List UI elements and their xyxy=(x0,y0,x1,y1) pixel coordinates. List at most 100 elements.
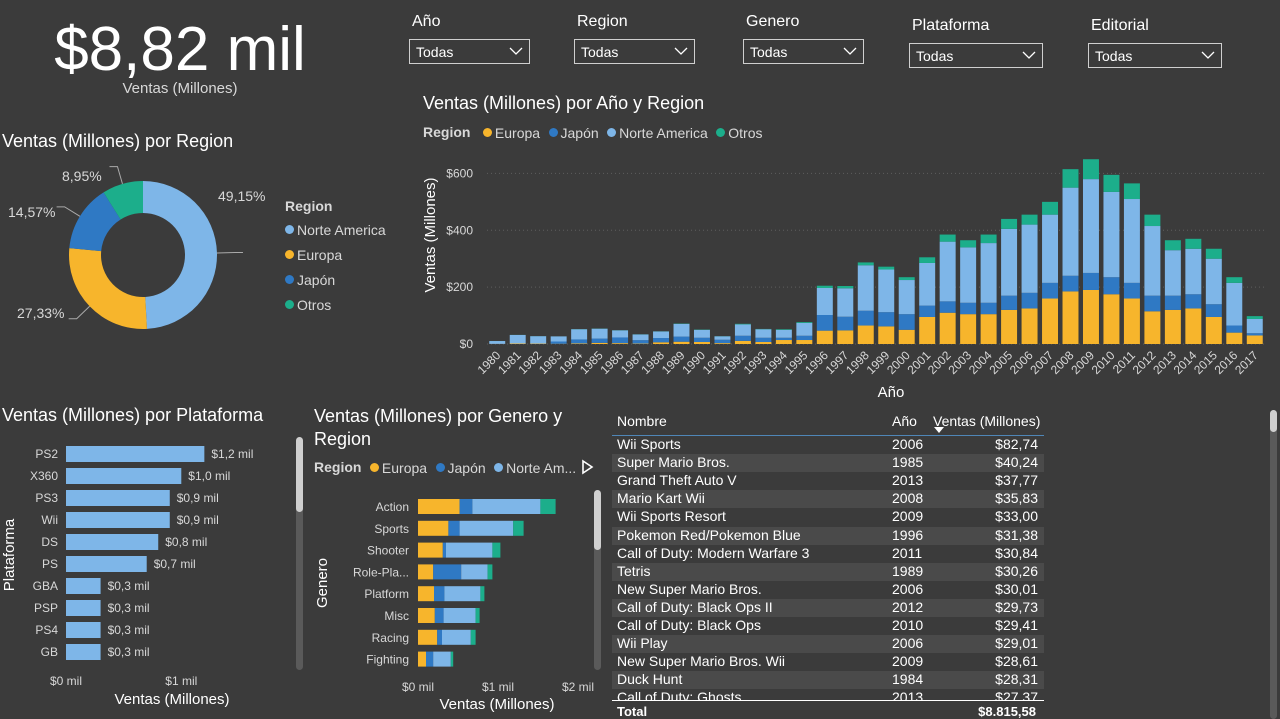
year-bar-1995-otros[interactable] xyxy=(796,322,813,323)
donut-slice-norte-america[interactable] xyxy=(143,181,217,329)
genre-bar-misc-2[interactable] xyxy=(443,608,476,623)
year-bar-2000-norte-america[interactable] xyxy=(898,280,915,315)
year-bar-2009-europa[interactable] xyxy=(1082,289,1099,344)
table-row[interactable]: Mario Kart Wii 2008 $35,83 xyxy=(612,490,1044,509)
year-bar-1981-europa[interactable] xyxy=(509,343,526,344)
donut-slice-japón[interactable] xyxy=(69,192,121,252)
year-bar-1992-japón[interactable] xyxy=(734,335,751,341)
platform-bar-ps[interactable] xyxy=(66,556,147,572)
genre-bar-misc-1[interactable] xyxy=(434,608,444,623)
genre-bar-action-0[interactable] xyxy=(418,499,460,514)
year-bar-1989-japón[interactable] xyxy=(673,336,690,342)
year-bar-1988-europa[interactable] xyxy=(653,342,670,344)
table-row[interactable]: Pokemon Red/Pokemon Blue 1996 $31,38 xyxy=(612,526,1044,545)
genre-scrollbar[interactable] xyxy=(594,490,601,550)
year-region-chart[interactable]: $0$200$400$60019801981198219831984198519… xyxy=(415,145,1280,405)
year-bar-1991-norte-america[interactable] xyxy=(714,336,731,340)
year-bar-1997-otros[interactable] xyxy=(837,286,854,289)
genre-legend-europa[interactable]: Europa xyxy=(369,460,427,476)
year-bar-1991-europa[interactable] xyxy=(714,343,731,344)
year-bar-2011-otros[interactable] xyxy=(1123,183,1140,200)
year-bar-2017-japón[interactable] xyxy=(1246,333,1263,336)
year-bar-2001-europa[interactable] xyxy=(919,316,936,344)
platform-bar-ps2[interactable] xyxy=(66,446,205,462)
year-legend-europa[interactable]: Europa xyxy=(482,125,540,141)
year-bar-2014-japón[interactable] xyxy=(1185,294,1202,309)
year-bar-2017-otros[interactable] xyxy=(1246,316,1263,319)
year-bar-2002-norte-america[interactable] xyxy=(939,241,956,302)
genre-bar-fighting-0[interactable] xyxy=(418,651,426,667)
year-bar-1992-otros[interactable] xyxy=(734,323,751,325)
table-scroll-track[interactable] xyxy=(1270,410,1277,719)
table-row[interactable]: Tetris 1989 $30,26 xyxy=(612,562,1044,581)
donut-legend-item-japón[interactable]: Japón xyxy=(285,267,386,292)
table-row[interactable]: New Super Mario Bros. Wii 2009 $28,61 xyxy=(612,653,1044,671)
genre-bar-misc-0[interactable] xyxy=(418,608,435,623)
genre-bar-role-pla--0[interactable] xyxy=(418,564,434,580)
table-row[interactable]: Grand Theft Auto V 2013 $37,77 xyxy=(612,472,1044,490)
year-bar-2005-japón[interactable] xyxy=(1001,295,1018,310)
genre-bar-racing-2[interactable] xyxy=(442,629,471,645)
year-bar-1995-europa[interactable] xyxy=(796,340,813,344)
year-bar-1996-japón[interactable] xyxy=(816,315,833,331)
year-bar-2015-otros[interactable] xyxy=(1205,248,1222,259)
donut-slice-otros[interactable] xyxy=(103,181,143,220)
year-bar-2008-otros[interactable] xyxy=(1062,169,1079,188)
year-bar-2016-otros[interactable] xyxy=(1226,277,1243,283)
slicer-anio-dropdown[interactable]: Todas xyxy=(409,39,530,64)
platform-chart[interactable]: PS2 $1,2 mil X360 $1,0 mil PS3 $0,9 mil Wii $0,… xyxy=(0,430,295,719)
year-bar-2013-japón[interactable] xyxy=(1164,295,1181,310)
donut-legend-item-norte-america[interactable]: Norte America xyxy=(285,217,386,242)
slicer-editorial-dropdown[interactable]: Todas xyxy=(1088,43,1222,68)
genre-bar-racing-0[interactable] xyxy=(418,629,438,645)
genre-bar-sports-0[interactable] xyxy=(418,520,449,536)
year-bar-2004-norte-america[interactable] xyxy=(980,243,997,303)
genre-bar-action-1[interactable] xyxy=(459,499,473,514)
year-bar-2014-europa[interactable] xyxy=(1185,308,1202,344)
donut-slice-europa[interactable] xyxy=(68,248,147,329)
year-bar-1989-norte-america[interactable] xyxy=(673,323,690,337)
year-bar-2000-otros[interactable] xyxy=(898,277,915,281)
year-bar-2017-norte-america[interactable] xyxy=(1246,318,1263,334)
year-bar-2009-japón[interactable] xyxy=(1082,272,1099,290)
table-row[interactable]: Wii Play 2006 $29,01 xyxy=(612,635,1044,654)
year-bar-2009-norte-america[interactable] xyxy=(1082,179,1099,273)
genre-bar-platform-1[interactable] xyxy=(434,586,445,602)
year-bar-1986-norte-america[interactable] xyxy=(612,330,629,338)
platform-scroll-track[interactable] xyxy=(296,437,303,670)
platform-bar-ps4[interactable] xyxy=(66,622,101,638)
year-bar-1982-norte-america[interactable] xyxy=(530,336,547,344)
year-bar-2003-otros[interactable] xyxy=(960,240,977,248)
genre-bar-fighting-3[interactable] xyxy=(450,651,454,667)
year-bar-1990-norte-america[interactable] xyxy=(693,329,710,338)
year-bar-2013-otros[interactable] xyxy=(1164,240,1181,251)
genre-bar-platform-2[interactable] xyxy=(444,586,481,602)
year-bar-2006-norte-america[interactable] xyxy=(1021,224,1038,293)
table-row[interactable]: Super Mario Bros. 1985 $40,24 xyxy=(612,454,1044,473)
year-bar-1991-japón[interactable] xyxy=(714,339,731,344)
year-bar-1996-otros[interactable] xyxy=(816,285,833,288)
year-bar-2002-europa[interactable] xyxy=(939,312,956,344)
platform-bar-ds[interactable] xyxy=(66,534,159,550)
platform-bar-ps3[interactable] xyxy=(66,490,170,506)
year-bar-2011-europa[interactable] xyxy=(1123,298,1140,344)
col-header-anio[interactable]: Año xyxy=(892,413,917,429)
year-bar-2014-norte-america[interactable] xyxy=(1185,248,1202,295)
genre-bar-platform-0[interactable] xyxy=(418,586,434,602)
year-bar-1995-japón[interactable] xyxy=(796,335,813,341)
year-bar-2010-europa[interactable] xyxy=(1103,294,1120,344)
year-bar-2012-japón[interactable] xyxy=(1144,295,1161,312)
genre-scroll-track[interactable] xyxy=(594,490,601,670)
year-bar-2000-europa[interactable] xyxy=(898,329,915,344)
platform-bar-gba[interactable] xyxy=(66,578,101,594)
year-bar-1985-japón[interactable] xyxy=(591,338,608,343)
genre-bar-action-3[interactable] xyxy=(540,499,556,514)
year-bar-1999-europa[interactable] xyxy=(878,326,895,344)
sort-desc-icon[interactable] xyxy=(934,427,944,433)
genre-bar-sports-3[interactable] xyxy=(513,520,524,536)
platform-bar-gb[interactable] xyxy=(66,644,101,660)
table-row[interactable]: New Super Mario Bros. 2006 $30,01 xyxy=(612,581,1044,599)
genre-legend-norte-america[interactable]: Norte Am... xyxy=(494,460,576,476)
year-bar-2006-otros[interactable] xyxy=(1021,214,1038,225)
year-bar-1986-europa[interactable] xyxy=(612,343,629,344)
